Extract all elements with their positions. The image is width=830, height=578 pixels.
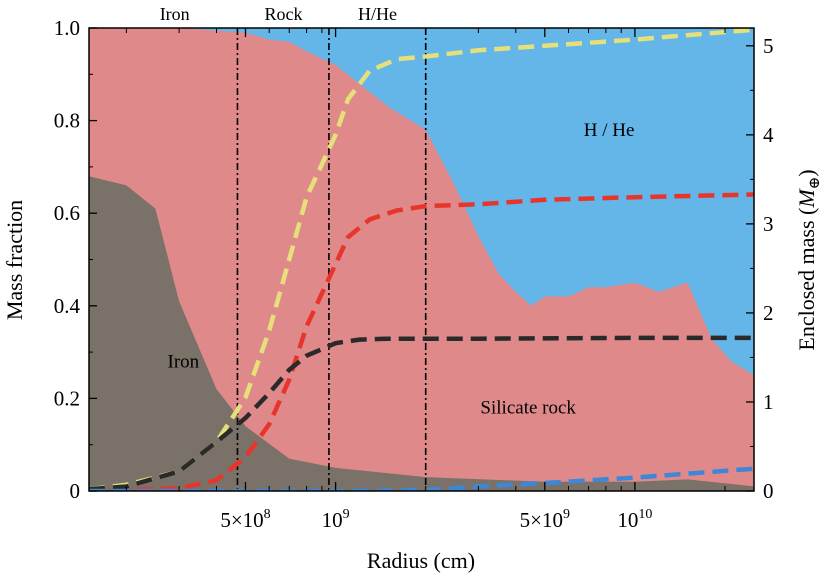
y-left-tick-label: 0 bbox=[70, 479, 81, 503]
y-right-tick-label: 2 bbox=[763, 301, 774, 325]
y-left-tick-label: 0.4 bbox=[54, 294, 81, 318]
axis-ticks: 0 0.2 0.4 0.6 0.8 1.0 0 1 2 3 4 5 5×108 109 5×109 1010 bbox=[54, 16, 774, 532]
y-right-tick-label: 1 bbox=[763, 390, 774, 414]
zone-label: Rock bbox=[265, 4, 303, 24]
area-iron bbox=[89, 176, 754, 491]
zone-label: H/He bbox=[358, 4, 397, 24]
y-left-tick-label: 1.0 bbox=[54, 16, 80, 40]
stacked-areas bbox=[89, 28, 754, 491]
y-left-tick-label: 0.8 bbox=[54, 109, 80, 133]
region-annotation: Silicate rock bbox=[480, 398, 576, 419]
region-annotations: Iron Silicate rock H / He bbox=[168, 120, 635, 419]
x-tick-label: 5×108 bbox=[220, 507, 270, 532]
enclosed-mass-line-2 bbox=[89, 192, 754, 491]
region-annotation: H / He bbox=[584, 120, 635, 141]
x-tick-label: 1010 bbox=[617, 507, 652, 532]
y-right-tick-label: 0 bbox=[763, 479, 774, 503]
region-annotation: Iron bbox=[168, 351, 200, 372]
y-right-tick-label: 5 bbox=[763, 34, 774, 58]
y-axis-right-label: Enclosed mass (M⊕) bbox=[794, 169, 823, 350]
y-right-tick-label: 3 bbox=[763, 212, 774, 236]
x-axis-label: Radius (cm) bbox=[367, 548, 475, 573]
y-left-tick-label: 0.6 bbox=[54, 201, 80, 225]
x-tick-label: 5×109 bbox=[520, 507, 570, 532]
zone-labels: Iron Rock H/He bbox=[160, 4, 397, 24]
zone-label: Iron bbox=[160, 4, 190, 24]
y-right-tick-label: 4 bbox=[763, 123, 774, 147]
enclosed-mass-line-3 bbox=[89, 335, 754, 491]
y-axis-left-label: Mass fraction bbox=[2, 200, 27, 320]
x-tick-label: 109 bbox=[322, 507, 350, 532]
y-left-tick-label: 0.2 bbox=[54, 386, 80, 410]
